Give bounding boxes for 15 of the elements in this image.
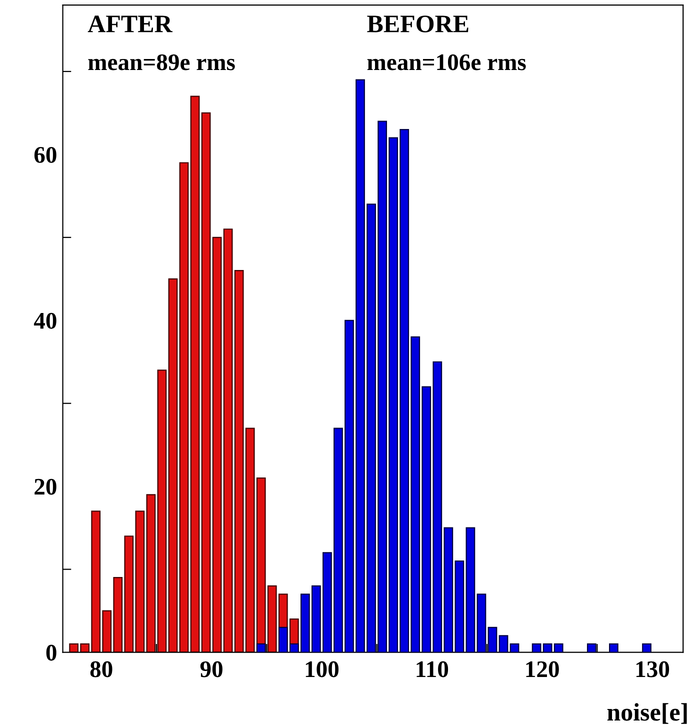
x-axis-title: noise[e] <box>607 703 687 724</box>
y-tick-label: 0 <box>46 644 56 661</box>
x-tick-label: 130 <box>636 661 670 678</box>
annotation: mean=89e rms <box>88 54 235 70</box>
x-tick-label: 110 <box>416 661 448 678</box>
y-tick-label: 20 <box>34 478 56 495</box>
text: AFTER <box>88 16 173 32</box>
y-tick-label: 60 <box>34 146 56 163</box>
annotation: mean=106e rms <box>367 54 526 70</box>
x-tick-label: 100 <box>306 661 339 678</box>
x-tick-label: 120 <box>526 661 559 678</box>
y-tick-label: 40 <box>34 312 56 329</box>
series-label: BEFORE <box>367 16 468 32</box>
x-tick-label: 80 <box>90 661 112 678</box>
x-tick-label: 90 <box>200 661 222 678</box>
